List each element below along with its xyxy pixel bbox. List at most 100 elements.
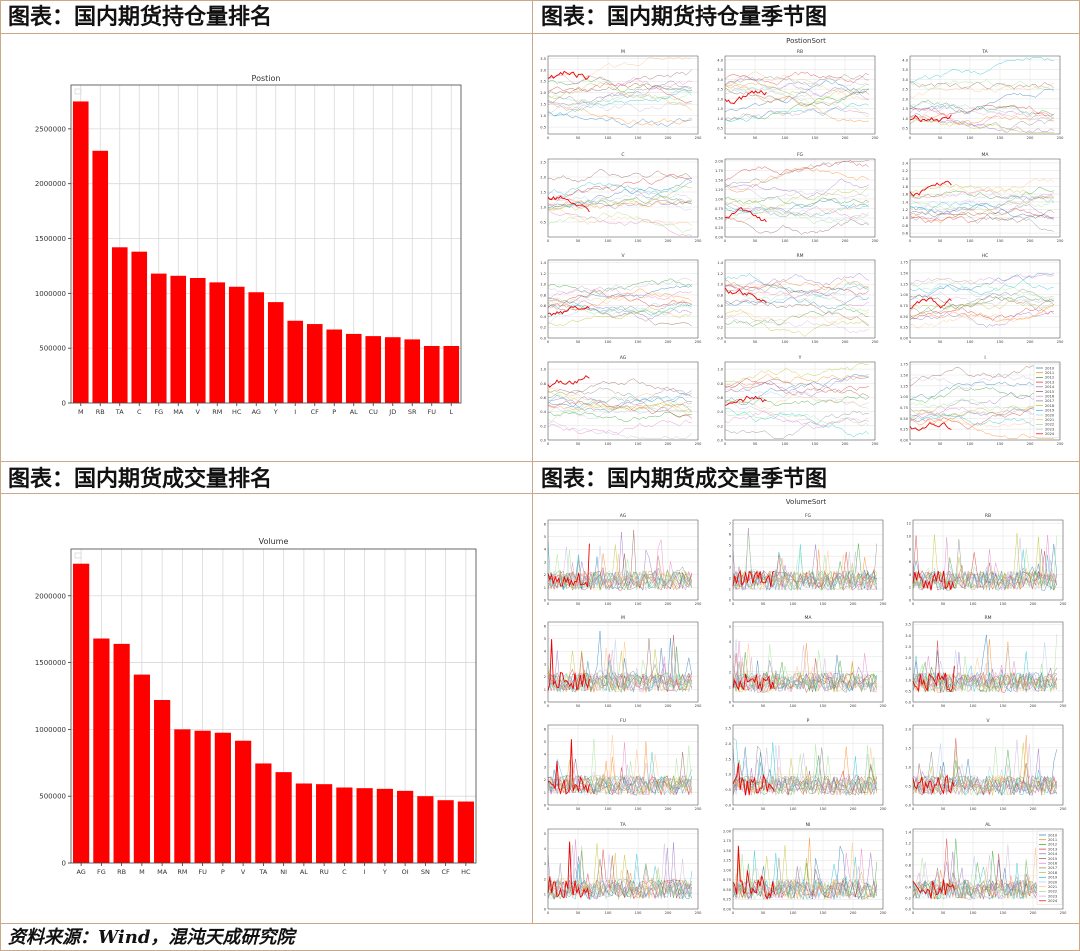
- y-tick-label: 0.0: [905, 701, 911, 705]
- x-tick-label: AL: [300, 868, 308, 876]
- x-tick-label: MA: [157, 868, 168, 876]
- y-tick-label: 5: [729, 544, 731, 548]
- series-line: [724, 82, 869, 103]
- subplot-P: P 0.0 0.5 1.0 1.5 2.0 2.5 0 50 100 150 200 250: [725, 718, 887, 811]
- series-line-2024: [732, 845, 775, 900]
- bar-MA: [170, 275, 187, 403]
- series-line: [732, 758, 877, 796]
- series-line: [909, 414, 1054, 433]
- x-tick-label: 100: [605, 807, 613, 811]
- y-tick-label: 2.00: [715, 159, 724, 163]
- x-tick-label: 100: [605, 602, 613, 606]
- series-line: [909, 194, 1054, 207]
- x-tick-label: 50: [576, 911, 581, 915]
- series-line: [547, 85, 692, 105]
- bar-TA: [111, 247, 128, 403]
- x-tick-label: 250: [695, 602, 703, 606]
- y-tick-label: 1.0: [905, 678, 911, 682]
- x-tick-label: 0: [547, 911, 550, 915]
- series-line-2024: [732, 569, 775, 588]
- y-tick-label: 0: [62, 400, 66, 408]
- x-tick-label: FU: [428, 408, 437, 416]
- x-tick-label: P: [221, 868, 225, 876]
- y-tick-label: 0.50: [900, 315, 909, 319]
- x-tick-label: 50: [761, 911, 766, 915]
- subplot-C: C 0.5 1.0 1.5 2.0 2.5 0 50 100 150 200 250: [540, 152, 702, 243]
- series-line: [724, 407, 869, 438]
- y-tick-label: 4: [544, 650, 547, 654]
- x-tick-label: 250: [1060, 704, 1068, 708]
- x-tick-label: 150: [1000, 911, 1008, 915]
- series-line: [547, 557, 693, 590]
- y-tick-label: 0.2: [540, 424, 546, 428]
- series-line: [724, 71, 869, 101]
- series-line-2024: [547, 305, 590, 316]
- series-line: [910, 305, 1054, 329]
- legend-label: 2023: [1045, 427, 1054, 431]
- y-tick-label: 1.0: [540, 206, 546, 210]
- x-tick-label: RM: [212, 408, 222, 416]
- subplot-frame: [732, 724, 884, 806]
- x-tick-label: 50: [753, 442, 758, 446]
- x-tick-label: 250: [880, 704, 888, 708]
- legend-box: [74, 552, 82, 559]
- series-line: [724, 75, 869, 100]
- x-tick-label: 0: [732, 704, 735, 708]
- series-line-2024: [732, 673, 775, 691]
- chart-title: PostionSort: [786, 37, 826, 45]
- x-tick-label: 0: [912, 807, 915, 811]
- series-line-2024: [547, 841, 590, 900]
- y-tick-label: 1.0: [540, 368, 546, 372]
- subplot-V: V 0.0 0.2 0.4 0.6 0.8 1.0 1.2 1.4 0 50 100 150 200 250: [540, 253, 702, 344]
- x-tick-label: 250: [1060, 807, 1068, 811]
- x-tick-label: 150: [812, 239, 820, 243]
- bar-RB: [113, 643, 130, 863]
- y-tick-label: 1.0: [902, 117, 908, 121]
- y-tick-label: 1.50: [715, 178, 724, 182]
- y-tick-label: 2.5: [725, 727, 731, 731]
- series-line: [724, 289, 869, 307]
- y-tick-label: 1.5: [540, 191, 546, 195]
- y-tick-label: 0.75: [715, 207, 723, 211]
- bar-Y: [376, 788, 393, 863]
- subplot-frame: [547, 361, 699, 441]
- bar-RU: [316, 784, 333, 863]
- header-volume-season: 图表：国内期货成交量季节图: [541, 466, 828, 492]
- series-line: [909, 278, 1054, 299]
- x-tick-label: 100: [967, 136, 975, 140]
- subplot-title: C: [621, 152, 624, 158]
- bar-RB: [92, 150, 109, 403]
- y-tick-label: 0.6: [905, 874, 911, 878]
- series-line: [547, 181, 692, 195]
- y-tick-label: 2000000: [35, 180, 66, 188]
- subplot-title: FG: [797, 152, 804, 158]
- y-tick-label: 1.2: [902, 208, 908, 212]
- subplot-frame: [547, 55, 699, 135]
- x-tick-label: 200: [850, 704, 858, 708]
- legend-label: 2019: [1048, 876, 1058, 880]
- x-tick-label: 50: [576, 602, 581, 606]
- legend-label: 2014: [1045, 385, 1055, 389]
- series-line-2024: [724, 287, 767, 304]
- x-tick-label: 250: [1060, 911, 1068, 915]
- legend-label: 2012: [1045, 376, 1054, 380]
- x-tick-label: 200: [1027, 136, 1035, 140]
- y-tick-label: 1.25: [715, 188, 723, 192]
- y-tick-label: 1: [544, 586, 546, 590]
- series-line: [724, 299, 869, 327]
- x-tick-label: 100: [782, 136, 790, 140]
- subplot-AG: AG 0.0 0.2 0.4 0.6 0.8 1.0 0 50 100 150 200 250: [540, 355, 702, 446]
- legend: [1033, 363, 1060, 438]
- y-tick-label: 7: [729, 522, 731, 526]
- y-tick-label: 1.00: [723, 868, 732, 872]
- x-tick-label: 100: [605, 136, 613, 140]
- series-line: [547, 300, 692, 322]
- y-tick-label: 5: [544, 740, 546, 744]
- series-line: [909, 210, 1054, 223]
- y-tick-label: 3: [544, 862, 546, 866]
- x-tick-label: 50: [938, 136, 943, 140]
- subplot-RM: RM 0.0 0.2 0.4 0.6 0.8 1.0 1.2 1.4 0 50 100 150 200 25…: [717, 253, 879, 344]
- x-tick-label: 100: [605, 911, 613, 915]
- y-tick-label: 2.5: [905, 645, 911, 649]
